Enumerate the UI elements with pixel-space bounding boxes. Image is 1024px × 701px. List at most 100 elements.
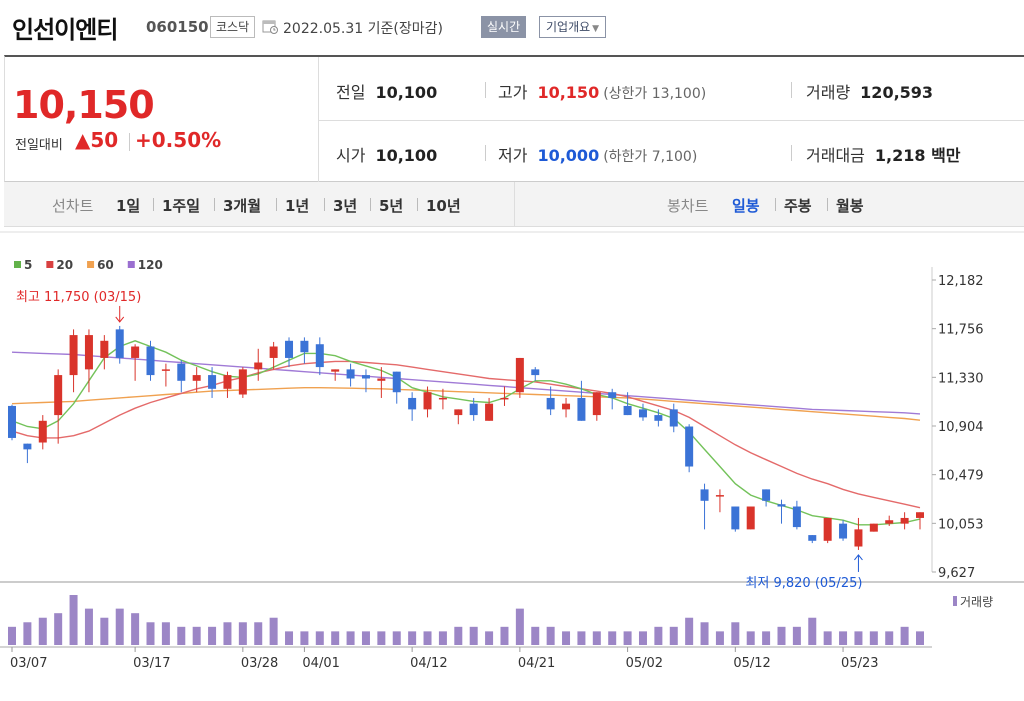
candle-monthly[interactable]: 월봉 — [836, 197, 864, 215]
volume-bar — [131, 613, 140, 645]
candle-body — [531, 369, 540, 376]
candle-body — [762, 489, 771, 501]
candle-body — [546, 397, 555, 410]
legend-swatch — [14, 261, 21, 268]
period-1y[interactable]: 1년 — [285, 197, 310, 215]
period-1w[interactable]: 1주일 — [162, 197, 201, 215]
candle-body — [23, 443, 32, 450]
chart-period-bar: 선차트 1일 1주일 3개월 1년 3년 5년 10년 봉차트 일봉 주봉 월봉 — [4, 182, 1024, 227]
candle-body — [823, 517, 832, 541]
stock-code: 060150 — [146, 18, 209, 36]
y-tick-label: 11,330 — [938, 371, 984, 386]
candle-body — [331, 369, 340, 372]
high-price: 고가 10,150 (상한가 13,100) — [498, 79, 706, 103]
volume-bar — [192, 626, 201, 645]
candle-body — [792, 506, 801, 528]
volume-bar — [346, 631, 355, 645]
open-label: 시가 — [336, 146, 366, 165]
ma60-line — [11, 387, 921, 421]
y-tick-label: 11,756 — [938, 323, 984, 338]
volume-bar — [146, 622, 155, 645]
volume-bar — [469, 626, 478, 645]
candle-body — [854, 529, 863, 547]
volume-bar — [392, 631, 401, 645]
realtime-button[interactable]: 실시간 — [481, 16, 527, 38]
legend-label: 5 — [24, 258, 32, 272]
volume-bar — [69, 595, 78, 645]
candle-body — [869, 523, 878, 532]
legend-swatch — [127, 261, 135, 268]
candle-body — [423, 392, 432, 410]
period-3m[interactable]: 3개월 — [223, 197, 262, 215]
candle-body — [208, 375, 217, 389]
volume-bar — [23, 622, 32, 645]
upper-limit: (상한가 13,100) — [603, 86, 707, 102]
divider — [370, 198, 371, 211]
volume-bar — [700, 622, 709, 645]
volume-bar — [654, 626, 663, 645]
volume-bar — [315, 631, 324, 645]
volume-bar — [531, 626, 540, 645]
current-price-panel: 10,150 전일대비 ▲50 +0.50% — [5, 57, 319, 182]
candle-body — [669, 409, 678, 427]
candle-body — [54, 375, 63, 416]
x-tick-label: 04/12 — [410, 656, 447, 671]
candle-body — [146, 346, 155, 376]
volume-bar — [223, 622, 232, 645]
candle-body — [315, 344, 324, 368]
volume-bar — [331, 631, 340, 645]
divider — [129, 133, 130, 151]
volume-bar — [746, 631, 755, 645]
high-label: 고가 — [498, 83, 528, 102]
candle-body — [161, 369, 170, 371]
period-10y[interactable]: 10년 — [426, 197, 461, 215]
y-tick-label: 10,479 — [938, 469, 984, 484]
volume-bar — [900, 626, 909, 645]
candle-body — [254, 362, 263, 370]
volume-bar — [500, 626, 509, 645]
candle-body — [223, 375, 232, 389]
period-5y[interactable]: 5년 — [379, 197, 404, 215]
open-price: 시가 10,100 — [336, 142, 437, 166]
volume-bar — [408, 631, 417, 645]
volume-bar — [562, 631, 571, 645]
candle-body — [177, 363, 186, 381]
min-price-label: 최저 9,820 (05/25) — [745, 576, 862, 591]
volume-bar — [361, 631, 370, 645]
candle-body — [8, 405, 16, 438]
volume: 거래량 120,593 — [806, 79, 933, 103]
candle-daily[interactable]: 일봉 — [732, 197, 760, 215]
period-1d[interactable]: 1일 — [116, 197, 141, 215]
ma5-line — [11, 340, 921, 526]
volume-legend-swatch — [953, 596, 957, 606]
divider — [276, 198, 277, 211]
legend-label: 20 — [56, 258, 73, 272]
volume-bar — [161, 622, 170, 645]
company-info-label: 기업개요 — [546, 20, 591, 34]
candle-body — [700, 489, 709, 501]
line-chart-label: 선차트 — [52, 197, 94, 215]
ma20-line — [11, 360, 921, 509]
candle-body — [454, 409, 463, 416]
candle-body — [577, 397, 586, 421]
volume-bar — [885, 631, 894, 645]
candle-body — [38, 420, 47, 443]
period-3y[interactable]: 3년 — [333, 197, 358, 215]
candle-body — [438, 397, 447, 400]
prev-close-label: 전일 — [336, 83, 366, 102]
amount-value: 1,218 백만 — [874, 146, 961, 165]
x-tick-label: 05/12 — [733, 656, 770, 671]
volume-bar — [823, 631, 832, 645]
divider — [417, 198, 418, 211]
divider — [485, 145, 486, 161]
stock-header: 인선이엔티 060150 코스닥 2022.05.31 기준(장마감) 실시간 … — [0, 0, 1024, 50]
divider — [791, 145, 792, 161]
min-arrow-head — [854, 554, 863, 561]
price-chart[interactable]: 12,182 11,756 11,330 10,904 10,479 10,053 9,62… — [0, 227, 1024, 701]
volume-bar — [592, 631, 601, 645]
market-badge: 코스닥 — [210, 16, 256, 38]
candle-weekly[interactable]: 주봉 — [784, 197, 812, 215]
candle-chart-label: 봉차트 — [667, 197, 709, 215]
volume-bar — [762, 631, 771, 645]
company-info-dropdown[interactable]: 기업개요 ▼ — [539, 16, 607, 38]
